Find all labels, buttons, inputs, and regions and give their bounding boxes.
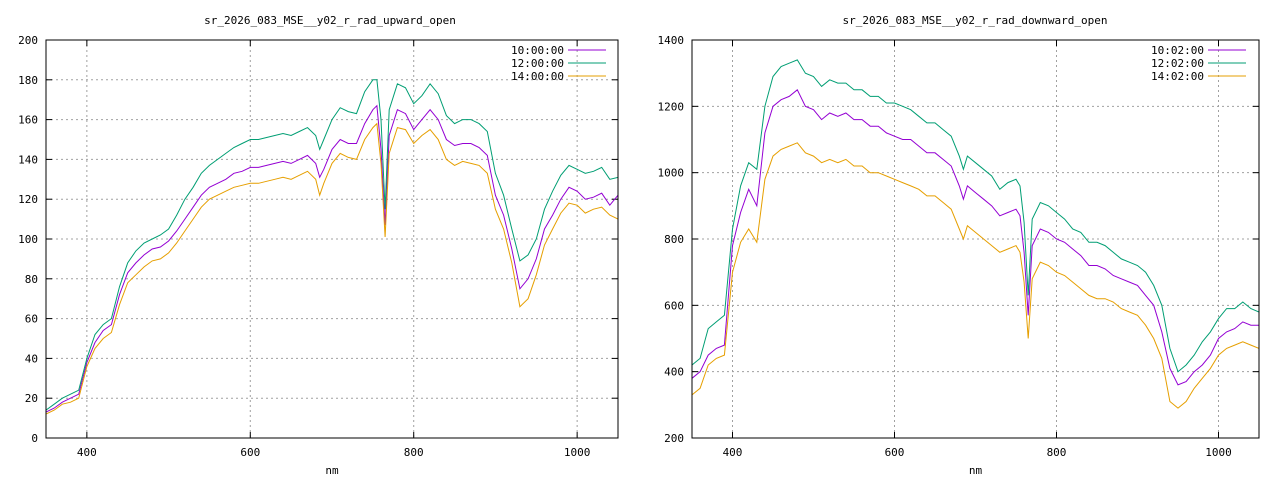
x-tick-label: 1000 — [1205, 446, 1232, 459]
y-tick-label: 100 — [18, 233, 38, 246]
y-tick-label: 0 — [31, 432, 38, 445]
y-tick-label: 60 — [25, 313, 38, 326]
y-tick-label: 120 — [18, 193, 38, 206]
y-tick-label: 200 — [664, 432, 684, 445]
series-line-100200 — [692, 89, 1259, 386]
series-line-120200 — [692, 59, 1259, 373]
x-tick-label: 800 — [404, 446, 424, 459]
chart-title: sr_2026_083_MSE__y02_r_rad_upward_open — [204, 14, 456, 27]
x-axis-label: nm — [325, 464, 339, 477]
series-line-100000 — [46, 104, 618, 413]
y-tick-label: 200 — [18, 34, 38, 47]
x-tick-label: 600 — [240, 446, 260, 459]
chart-panel-2: sr_2026_083_MSE__y02_r_rad_downward_open… — [658, 14, 1260, 477]
x-tick-label: 400 — [723, 446, 743, 459]
y-tick-label: 160 — [18, 114, 38, 127]
y-tick-label: 40 — [25, 352, 38, 365]
x-tick-label: 600 — [885, 446, 905, 459]
legend-label: 14:00:00 — [511, 70, 564, 83]
series-line-140000 — [46, 122, 618, 415]
legend-label: 12:02:00 — [1151, 57, 1204, 70]
series-line-120000 — [46, 79, 618, 411]
y-tick-label: 1200 — [658, 100, 685, 113]
y-tick-label: 600 — [664, 299, 684, 312]
legend-label: 12:00:00 — [511, 57, 564, 70]
y-tick-label: 800 — [664, 233, 684, 246]
legend-label: 10:02:00 — [1151, 44, 1204, 57]
y-tick-label: 1400 — [658, 34, 685, 47]
legend-label: 14:02:00 — [1151, 70, 1204, 83]
legend-label: 10:00:00 — [511, 44, 564, 57]
chart-panel-1: sr_2026_083_MSE__y02_r_rad_upward_open 0 2… — [18, 14, 619, 477]
y-tick-label: 180 — [18, 74, 38, 87]
y-tick-label: 20 — [25, 392, 38, 405]
x-tick-label: 800 — [1047, 446, 1067, 459]
series-line-140200 — [692, 142, 1259, 409]
x-tick-label: 400 — [77, 446, 97, 459]
plot-frame — [45, 39, 619, 439]
plot-frame — [691, 39, 1260, 439]
chart-title: sr_2026_083_MSE__y02_r_rad_downward_open — [843, 14, 1108, 27]
x-axis-label: nm — [969, 464, 983, 477]
y-tick-label: 1000 — [658, 167, 685, 180]
y-tick-label: 80 — [25, 273, 38, 286]
x-tick-label: 1000 — [564, 446, 591, 459]
y-tick-label: 400 — [664, 366, 684, 379]
y-tick-label: 140 — [18, 153, 38, 166]
